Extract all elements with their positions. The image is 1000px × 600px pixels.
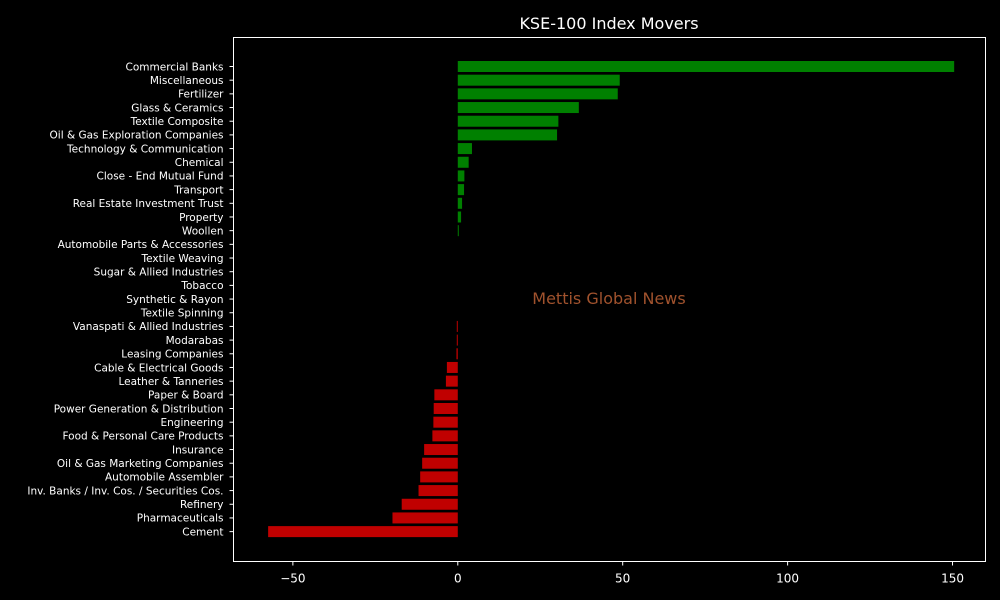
- category-label: Close - End Mutual Fund: [97, 171, 224, 183]
- bar: [401, 498, 458, 510]
- bar: [434, 389, 458, 401]
- bar: [433, 416, 458, 428]
- category-label: Leasing Companies: [121, 349, 223, 361]
- category-label: Technology & Communication: [66, 143, 223, 155]
- category-label: Oil & Gas Exploration Companies: [50, 130, 224, 142]
- category-label: Glass & Ceramics: [131, 102, 223, 114]
- x-tick-label: 100: [776, 572, 799, 586]
- bar: [446, 361, 458, 373]
- category-label: Oil & Gas Marketing Companies: [57, 458, 224, 470]
- bar: [456, 334, 458, 346]
- category-labels: Commercial Banks Miscellaneous FertilizerG…: [27, 61, 234, 538]
- bar: [457, 143, 472, 155]
- bar: [268, 526, 458, 538]
- bar: [457, 170, 465, 182]
- category-label: Chemical: [175, 157, 224, 169]
- bar: [433, 403, 458, 414]
- bars-group: [268, 61, 955, 538]
- bar: [418, 485, 458, 497]
- category-label: Food & Personal Care Products: [62, 431, 223, 443]
- bar: [445, 375, 458, 387]
- category-label: Commercial Banks: [126, 61, 224, 73]
- bar: [457, 61, 955, 72]
- bar: [457, 102, 579, 114]
- bar: [457, 74, 620, 86]
- category-label: Inv. Banks / Inv. Cos. / Securities Cos.: [27, 485, 223, 497]
- category-label: Modarabas: [166, 335, 224, 347]
- bar: [457, 184, 465, 196]
- bar: [457, 211, 462, 223]
- category-label: Textile Composite: [130, 116, 224, 128]
- category-label: Textile Weaving: [141, 253, 224, 265]
- category-label: Automobile Parts & Accessories: [58, 239, 224, 251]
- category-label: Automobile Assembler: [105, 472, 224, 484]
- x-tick-label: 150: [941, 572, 964, 586]
- category-label: Paper & Board: [148, 390, 223, 402]
- category-label: Sugar & Allied Industries: [94, 267, 224, 279]
- category-label: Fertilizer: [178, 89, 224, 101]
- category-label: Real Estate Investment Trust: [73, 198, 224, 210]
- category-label: Property: [179, 212, 223, 224]
- category-label: Vanaspati & Allied Industries: [73, 321, 224, 333]
- x-tick-label: 50: [615, 572, 630, 586]
- chart-title: KSE-100 Index Movers: [519, 14, 698, 33]
- category-label: Transport: [173, 184, 223, 196]
- category-label: Miscellaneous: [150, 75, 224, 87]
- category-label: Woollen: [182, 225, 224, 237]
- category-label: Power Generation & Distribution: [54, 403, 224, 415]
- bar: [424, 444, 458, 456]
- category-label: Synthetic & Rayon: [126, 294, 223, 306]
- x-tick-label: 0: [454, 572, 462, 586]
- bar: [392, 512, 458, 524]
- category-label: Textile Spinning: [140, 308, 224, 320]
- bar: [457, 88, 618, 100]
- bar: [456, 320, 458, 332]
- category-label: Refinery: [180, 499, 224, 511]
- bar: [456, 348, 458, 360]
- bar: [420, 471, 458, 483]
- bar: [457, 197, 463, 209]
- category-label: Pharmaceuticals: [137, 513, 224, 525]
- x-axis-ticks: −50 0 50 100 150: [280, 561, 964, 586]
- bar: [422, 457, 458, 469]
- category-label: Cable & Electrical Goods: [94, 362, 223, 374]
- bar: [432, 430, 458, 442]
- category-label: Leather & Tanneries: [118, 376, 223, 388]
- bar: [457, 156, 469, 168]
- bar: [457, 225, 459, 237]
- watermark-text: Mettis Global News: [532, 289, 685, 308]
- category-label: Insurance: [172, 444, 224, 456]
- x-tick-label: −50: [280, 572, 305, 586]
- category-label: Engineering: [161, 417, 224, 429]
- bar: [457, 129, 558, 141]
- category-label: Cement: [182, 526, 223, 538]
- bar: [457, 115, 559, 127]
- category-label: Tobacco: [180, 280, 223, 292]
